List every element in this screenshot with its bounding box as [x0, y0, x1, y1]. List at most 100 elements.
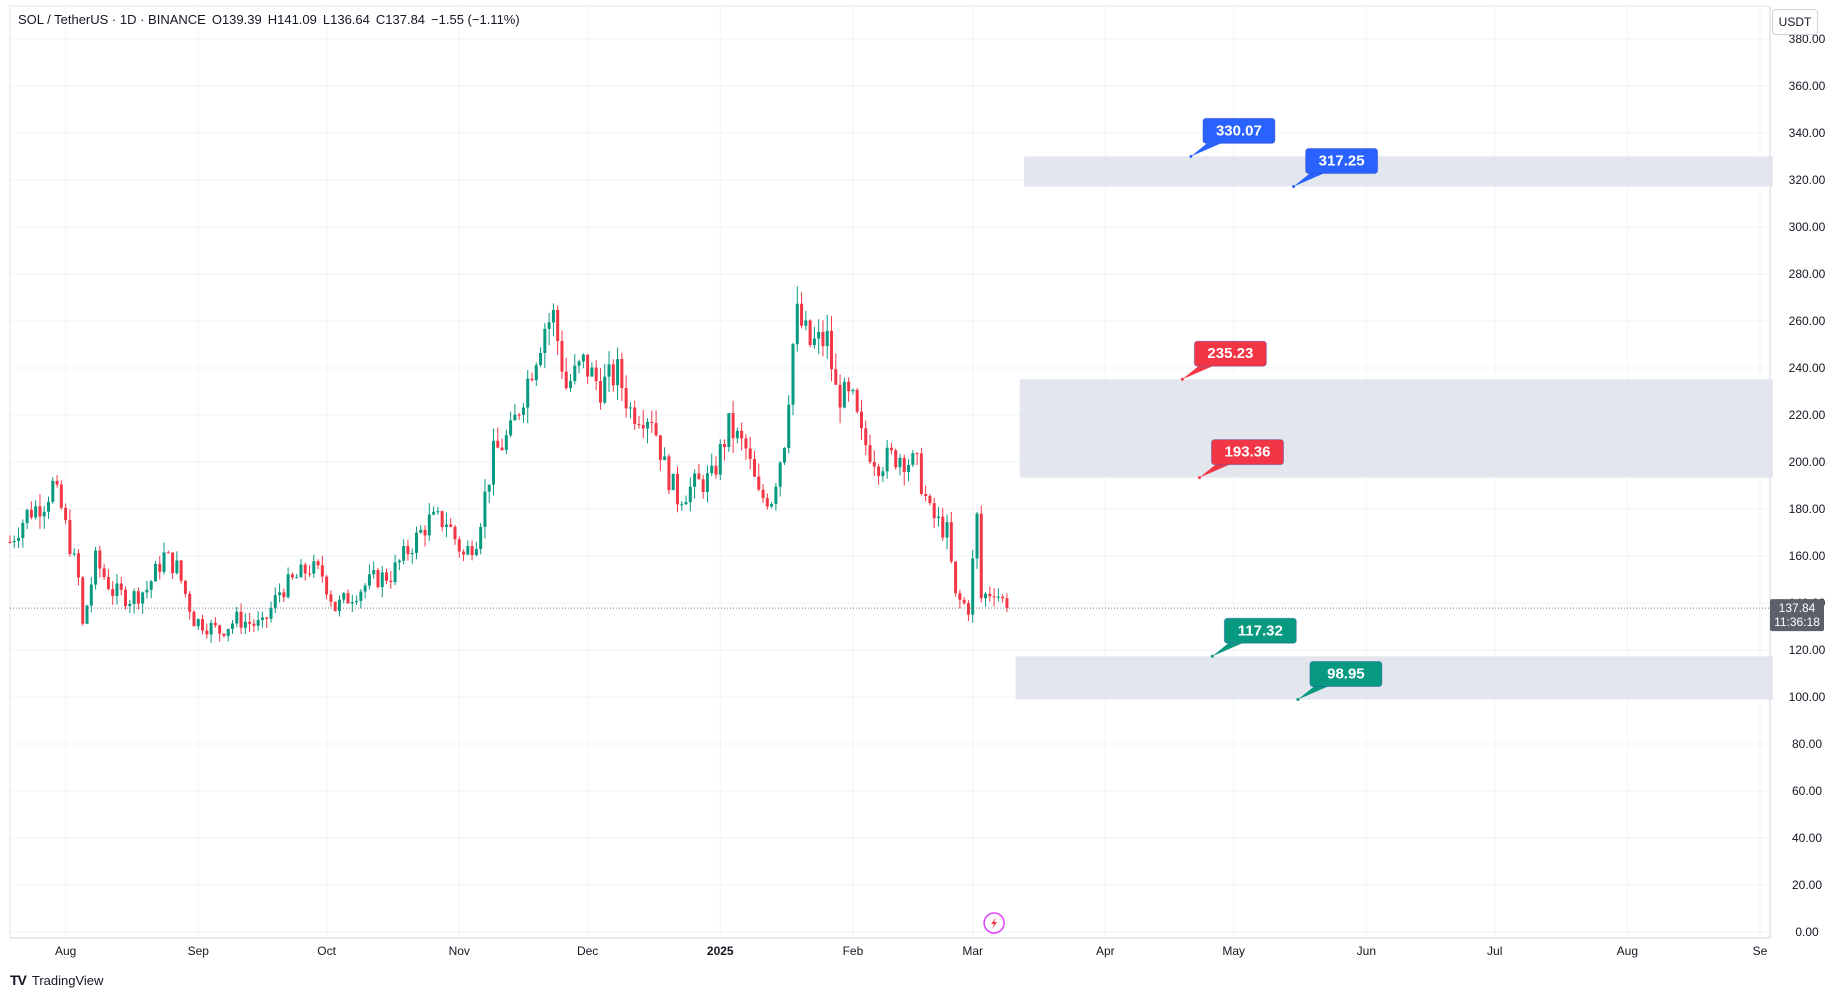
candle-body: [76, 553, 80, 578]
candle-body: [932, 503, 936, 519]
candle-body: [877, 466, 881, 477]
candle-body: [616, 359, 620, 386]
candle-body: [881, 471, 885, 477]
candle-body: [744, 438, 748, 449]
price-label-text: 330.07: [1216, 122, 1262, 139]
candle-body: [564, 371, 568, 389]
candle-body: [633, 407, 637, 425]
zone-lower: [1015, 656, 1773, 700]
candle-body: [778, 462, 782, 487]
y-tick-label: 380.00: [1789, 32, 1826, 46]
candle-body: [252, 623, 256, 626]
candle-body: [141, 592, 145, 604]
candle-body: [42, 511, 46, 517]
y-tick-label: 20.00: [1792, 878, 1822, 892]
candle-body: [782, 448, 786, 463]
high-value: H141.09: [267, 12, 317, 27]
candle-body: [513, 414, 517, 421]
candle-body: [213, 622, 217, 626]
price-label-anchor: [1292, 184, 1296, 188]
currency-button[interactable]: USDT: [1772, 9, 1818, 35]
candle-body: [817, 331, 821, 339]
candle-body: [795, 303, 799, 345]
x-tick-label: Sep: [188, 944, 210, 958]
y-tick-label: 220.00: [1789, 408, 1826, 422]
candle-body: [979, 513, 983, 599]
candle-body: [607, 364, 611, 377]
candle-body: [646, 421, 650, 429]
symbol-title[interactable]: SOL / TetherUS · 1D · BINANCE: [18, 12, 206, 27]
candle-body: [872, 461, 876, 467]
price-label-box: [1193, 340, 1267, 367]
candle-body: [611, 364, 615, 386]
candle-body: [235, 611, 239, 624]
candle-body: [761, 489, 765, 499]
price-label-330-07: 330.07: [1189, 117, 1276, 158]
candle-body: [590, 367, 594, 377]
candle-body: [94, 550, 98, 585]
price-label-box: [1210, 439, 1284, 466]
last-price-tag: [1770, 599, 1824, 632]
lightning-bolt-icon: [991, 917, 998, 929]
candle-body: [363, 585, 367, 592]
candle-body: [1005, 598, 1009, 609]
x-tick-label: Jun: [1357, 944, 1376, 958]
candle-body: [586, 354, 590, 377]
candle-body: [701, 479, 705, 492]
tradingview-logo-icon: TV: [10, 972, 27, 988]
x-tick-label: Apr: [1096, 944, 1115, 958]
price-label-anchor: [1180, 377, 1184, 381]
candle-body: [466, 546, 470, 555]
zone-middle: [1019, 379, 1773, 478]
candle-body: [175, 560, 179, 574]
price-label-text: 317.25: [1319, 152, 1365, 169]
candle-body: [299, 564, 303, 578]
candle-body: [320, 565, 324, 577]
candle-body: [376, 570, 380, 588]
candle-body: [106, 577, 110, 590]
candle-body: [196, 619, 200, 627]
x-tick-label: Se: [1753, 944, 1768, 958]
candle-body: [598, 381, 602, 403]
candle-body: [385, 572, 389, 581]
candle-body: [436, 511, 440, 513]
candle-body: [894, 450, 898, 468]
candle-body: [491, 440, 495, 485]
price-label-pointer: [1293, 173, 1324, 187]
tradingview-brand[interactable]: TV TradingView: [10, 972, 103, 988]
candle-body: [984, 593, 988, 599]
candle-body: [902, 457, 906, 473]
candle-body: [308, 573, 312, 575]
candle-body: [992, 596, 996, 598]
candle-body: [111, 589, 115, 596]
candle-body: [342, 593, 346, 600]
candle-body: [714, 465, 718, 475]
y-tick-label: 280.00: [1789, 267, 1826, 281]
candle-body: [432, 511, 436, 515]
candle-body: [470, 546, 474, 556]
candle-body: [333, 601, 337, 611]
candle-body: [124, 589, 128, 607]
candle-body: [312, 561, 316, 574]
candle-body: [825, 330, 829, 347]
candle-body: [29, 509, 33, 518]
candle-body: [658, 435, 662, 461]
candle-body: [115, 583, 119, 596]
y-tick-label: 40.00: [1792, 831, 1822, 845]
candle-body: [958, 593, 962, 600]
candle-body: [474, 548, 478, 556]
candle-body: [265, 617, 269, 619]
price-label-anchor: [1197, 476, 1201, 480]
candle-body: [842, 381, 846, 408]
candle-body: [487, 484, 491, 492]
candle-body: [731, 413, 735, 439]
candle-body: [183, 580, 187, 594]
candle-body: [620, 359, 624, 389]
candle-body: [414, 532, 418, 554]
candle-body: [260, 617, 264, 621]
candle-body: [273, 595, 277, 608]
candle-body: [517, 414, 521, 416]
candle-body: [710, 465, 714, 474]
y-tick-label: 360.00: [1789, 79, 1826, 93]
